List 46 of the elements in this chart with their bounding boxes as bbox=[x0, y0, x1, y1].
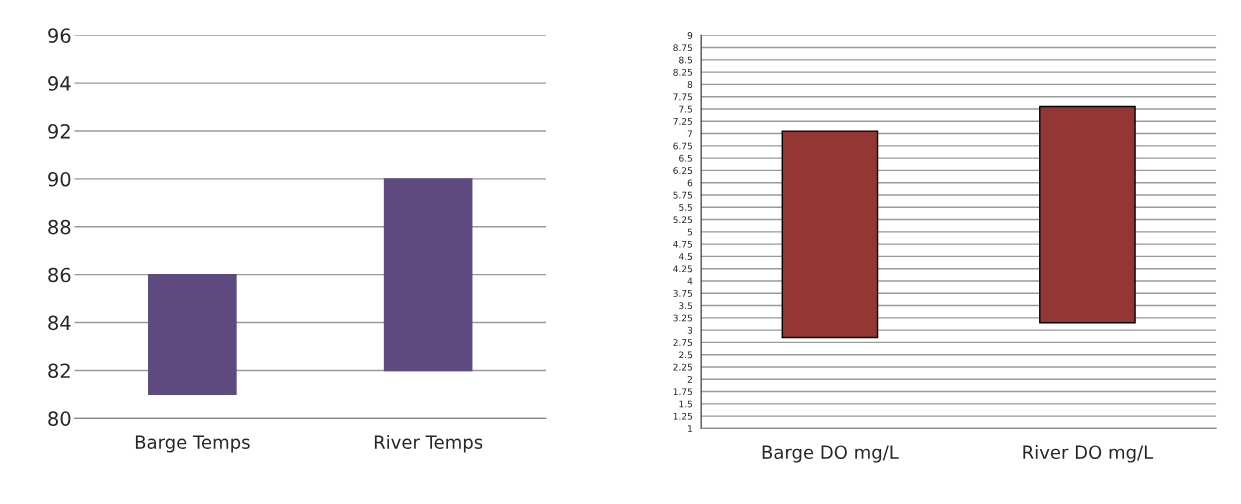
y-tick-label: 2.75 bbox=[673, 339, 693, 346]
x-tick-label: River DO mg/L bbox=[1023, 445, 1154, 463]
y-tick-label: 4.75 bbox=[673, 240, 693, 248]
y-tick-label: 9 bbox=[687, 32, 693, 39]
y-tick-label: 3.25 bbox=[673, 314, 693, 322]
y-tick-label: 86 bbox=[48, 267, 71, 283]
x-tick-label: Barge Temps bbox=[135, 435, 250, 453]
y-tick-label: 8.25 bbox=[673, 68, 693, 76]
y-tick-label: 2.25 bbox=[673, 363, 693, 371]
y-tick-label: 1.75 bbox=[673, 388, 693, 396]
x-tick-label: Barge DO mg/L bbox=[762, 445, 899, 463]
y-tick-label: 7.25 bbox=[673, 118, 693, 125]
y-tick-label: 90 bbox=[48, 171, 71, 187]
y-tick-label: 8.75 bbox=[673, 44, 693, 52]
y-tick-label: 4 bbox=[687, 277, 693, 285]
y-tick-label: 80 bbox=[48, 411, 71, 426]
y-tick-label: 7.75 bbox=[673, 93, 693, 101]
y-tick-label: 5.75 bbox=[673, 191, 693, 199]
y-tick-label: 6.5 bbox=[679, 154, 693, 162]
y-tick-label: 7.5 bbox=[679, 105, 693, 113]
y-tick-label: 6.25 bbox=[673, 167, 693, 174]
y-tick-label: 5.5 bbox=[679, 204, 693, 211]
y-tick-label: 1.25 bbox=[673, 412, 693, 420]
y-tick-label: 1.5 bbox=[679, 400, 693, 408]
y-tick-label: 84 bbox=[48, 315, 71, 331]
y-tick-label: 5.25 bbox=[673, 216, 693, 224]
y-tick-label: 94 bbox=[48, 76, 71, 91]
y-tick-label: 82 bbox=[48, 363, 70, 379]
y-tick-label: 2 bbox=[687, 375, 692, 383]
y-tick-label: 3.75 bbox=[673, 289, 693, 297]
y-tick-label: 6.75 bbox=[673, 142, 693, 150]
y-tick-label: 5 bbox=[687, 228, 693, 236]
y-tick-label: 1 bbox=[688, 425, 692, 432]
y-tick-label: 4.5 bbox=[678, 253, 693, 260]
y-tick-label: 2.5 bbox=[679, 351, 693, 359]
y-tick-label: 3 bbox=[687, 326, 693, 334]
y-tick-label: 6 bbox=[687, 179, 693, 187]
y-tick-label: 92 bbox=[48, 124, 70, 139]
y-tick-label: 88 bbox=[48, 219, 71, 235]
y-tick-label: 96 bbox=[48, 28, 71, 43]
y-tick-label: 8 bbox=[687, 81, 693, 88]
y-tick-label: 8.5 bbox=[679, 56, 693, 64]
y-tick-label: 4.25 bbox=[673, 265, 693, 273]
x-tick-label: River Temps bbox=[374, 434, 483, 453]
y-tick-label: 3.5 bbox=[679, 302, 693, 310]
y-tick-label: 7 bbox=[687, 130, 693, 137]
